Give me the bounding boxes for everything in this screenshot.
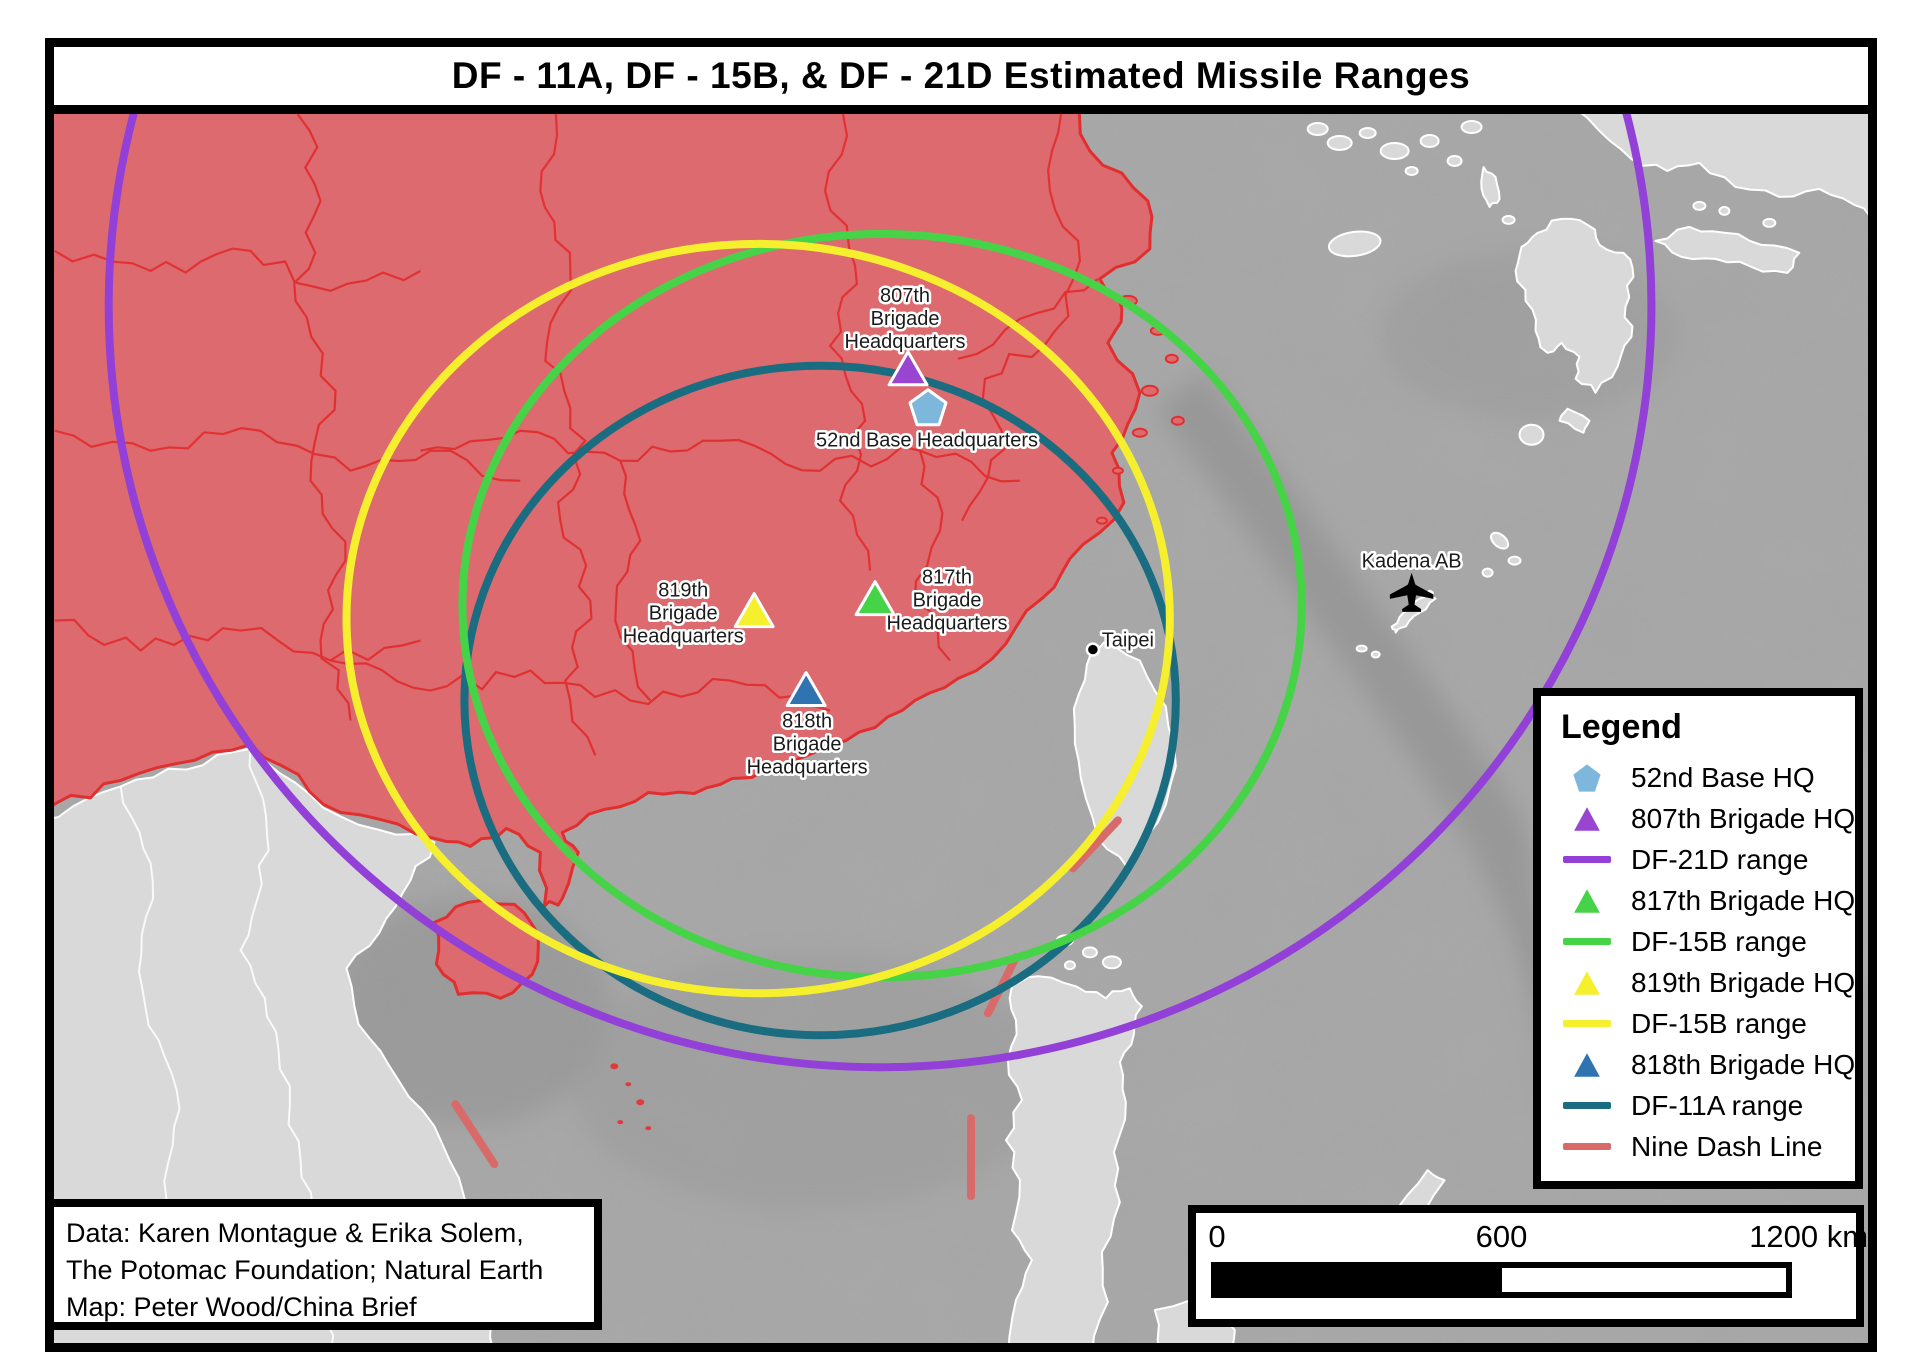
map-title-bar: DF - 11A, DF - 15B, & DF - 21D Estimated… (45, 38, 1877, 114)
attribution-line3: Map: Peter Wood/China Brief (66, 1292, 417, 1322)
hq-807-label-line2: Brigade (871, 308, 940, 330)
hq-818-marker-triangle (785, 671, 827, 708)
hq-807-marker-triangle (887, 350, 929, 387)
hq-819-label-line3: Headquarters (623, 626, 744, 648)
line-swatch-icon (1557, 1020, 1617, 1027)
kadena-label: Kadena AB (1362, 551, 1462, 573)
scale-tick-0: 0 (1208, 1219, 1226, 1254)
legend-item-df21d: DF-21D range (1557, 839, 1855, 880)
legend-item-807th: 807th Brigade HQ (1557, 798, 1855, 839)
hq-817-label-line1: 817th (922, 567, 972, 589)
legend-item-819th: 819th Brigade HQ (1557, 962, 1855, 1003)
kadena-airbase-icon (1389, 572, 1434, 612)
attribution-line1: Data: Karen Montague & Erika Solem, (66, 1218, 524, 1248)
legend-item-nine-dash: Nine Dash Line (1557, 1126, 1855, 1167)
hq-818-label-line2: Brigade (773, 733, 842, 755)
legend-item-817th: 817th Brigade HQ (1557, 880, 1855, 921)
hq-807-label-line1: 807th (880, 285, 930, 307)
df-21d-range-ring (104, 114, 1656, 1071)
taipei-label: Taipei (1102, 630, 1154, 652)
triangle-icon (1557, 1050, 1617, 1080)
hq-819-label-line1: 819th (658, 580, 708, 602)
hq-817-marker-triangle (854, 580, 896, 617)
scale-tick-1200: 1200 km (1749, 1219, 1869, 1254)
hq-819-label-line2: Brigade (649, 603, 718, 625)
taipei-marker (1085, 642, 1101, 657)
line-swatch-icon (1557, 1143, 1617, 1150)
legend-item-df15b-green: DF-15B range (1557, 921, 1855, 962)
line-swatch-icon (1557, 856, 1617, 863)
shikoku-island (1654, 225, 1801, 274)
legend-title: Legend (1561, 708, 1682, 746)
hq-807-label-line3: Headquarters (845, 331, 966, 353)
tsushima-island (1480, 165, 1501, 208)
scale-bar-ticks: 0 600 1200 km (1208, 1219, 1868, 1254)
legend-item-df11a: DF-11A range (1557, 1085, 1855, 1126)
china-landmass (54, 114, 1154, 908)
hq-819-marker-triangle (733, 592, 775, 629)
hq-818-label-line1: 818th (782, 711, 832, 733)
base-52-label: 52nd Base Headquarters (816, 430, 1038, 452)
legend-item-df15b-yellow: DF-15B range (1557, 1003, 1855, 1044)
tanegashima-island (1558, 407, 1591, 434)
df-11a-range-ring (460, 361, 1180, 1040)
attribution-line2: The Potomac Foundation; Natural Earth (66, 1255, 544, 1285)
legend-panel: Legend 52nd Base HQ 807th Brigade HQ DF-… (1533, 688, 1863, 1189)
other-countries (54, 114, 1868, 1343)
hq-817-label-line2: Brigade (913, 590, 982, 612)
base-52-marker-pentagon (908, 388, 948, 427)
luzon-island (1004, 975, 1143, 1343)
triangle-icon (1557, 886, 1617, 916)
korea-islands (1306, 119, 1483, 176)
amami-islands (1481, 531, 1522, 578)
line-swatch-icon (1557, 1102, 1617, 1109)
scale-tick-600: 600 (1475, 1219, 1528, 1254)
hq-818-label-line3: Headquarters (747, 756, 868, 778)
jeju-island (1327, 230, 1382, 258)
hq-817-label-line3: Headquarters (887, 613, 1008, 635)
china-province-borders (54, 114, 1099, 756)
paracel-islands (610, 1063, 652, 1131)
legend-item-52nd-base: 52nd Base HQ (1557, 757, 1855, 798)
yakushima-island (1518, 423, 1545, 446)
line-swatch-icon (1557, 938, 1617, 945)
pentagon-icon (1557, 762, 1617, 794)
attribution-box: Data: Karen Montague & Erika Solem, The … (46, 1199, 602, 1330)
kyushu-island (1514, 217, 1635, 394)
triangle-icon (1557, 804, 1617, 834)
map-title: DF - 11A, DF - 15B, & DF - 21D Estimated… (451, 55, 1471, 96)
triangle-icon (1557, 968, 1617, 998)
honshu-island (1580, 114, 1868, 216)
legend-item-818th: 818th Brigade HQ (1557, 1044, 1855, 1085)
scale-bar (1211, 1262, 1792, 1298)
df-15b-yellow-range-ring (342, 239, 1174, 998)
scale-bar-white-segment (1501, 1268, 1786, 1292)
scale-bar-panel: 0 600 1200 km (1188, 1205, 1868, 1327)
